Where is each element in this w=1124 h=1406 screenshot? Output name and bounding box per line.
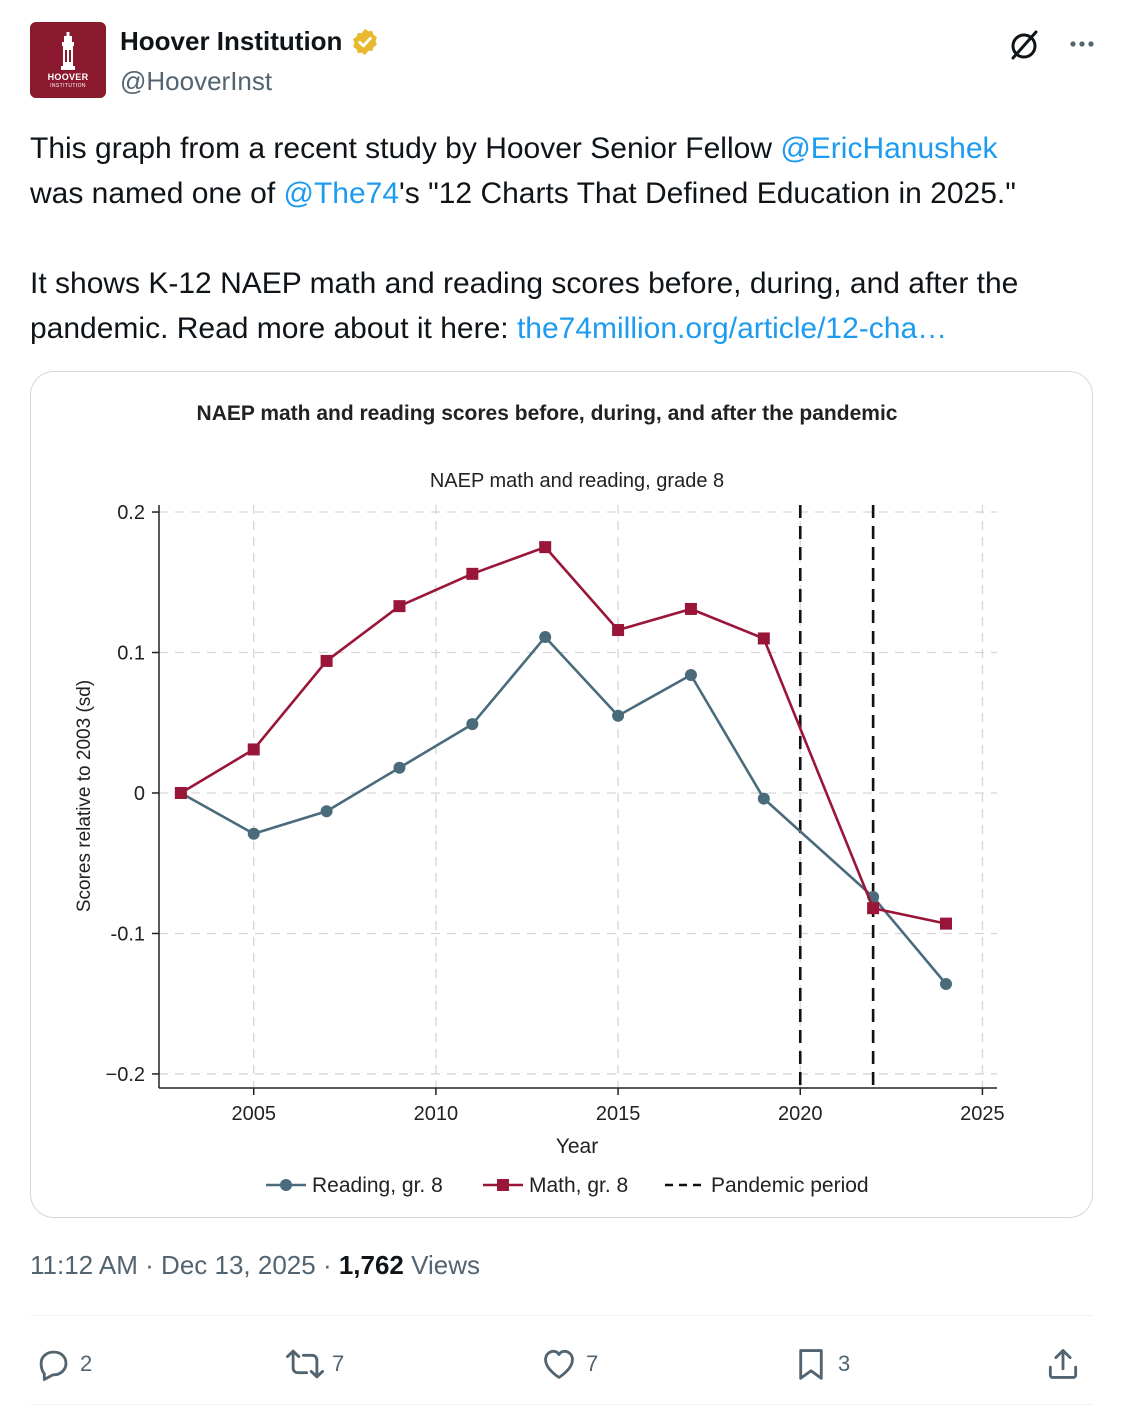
data-point bbox=[174, 786, 187, 799]
chart-card-title: NAEP math and reading scores before, dur… bbox=[197, 402, 898, 425]
tweet-date[interactable]: Dec 13, 2025 bbox=[161, 1250, 316, 1280]
data-point bbox=[539, 631, 552, 644]
data-point bbox=[939, 917, 952, 930]
data-point bbox=[939, 978, 952, 991]
data-point bbox=[247, 743, 260, 756]
bookmark-button[interactable]: 3 bbox=[792, 1336, 850, 1392]
views-label: Views bbox=[411, 1250, 481, 1280]
pandemic-lines bbox=[798, 505, 875, 1088]
x-tick-label: 2010 bbox=[414, 1103, 459, 1125]
legend: Reading, gr. 8 Math, gr. 8 Pandemic period bbox=[266, 1174, 869, 1197]
bookmark-icon bbox=[799, 1349, 823, 1380]
mention-the74[interactable]: @The74 bbox=[283, 177, 400, 210]
y-tick-label: −0.2 bbox=[106, 1064, 145, 1086]
data-point bbox=[867, 902, 880, 915]
share-button[interactable] bbox=[1044, 1336, 1082, 1392]
data-point bbox=[539, 541, 552, 554]
series-group bbox=[174, 541, 952, 991]
reply-icon bbox=[39, 1350, 68, 1381]
article-link[interactable]: the74million.org/article/12-cha… bbox=[516, 312, 948, 345]
axes: 2005 2010 2015 2020 2025 0.2 0.1 0 -0.1 −0.2 bbox=[106, 502, 1005, 1125]
legend-label: Reading, gr. 8 bbox=[312, 1174, 443, 1197]
legend-label: Math, gr. 8 bbox=[529, 1174, 628, 1197]
data-point bbox=[393, 600, 406, 613]
x-tick-label: 2015 bbox=[596, 1103, 641, 1125]
y-tick-label: -0.1 bbox=[111, 923, 145, 945]
media-card[interactable]: NAEP math and reading scores before, dur… bbox=[30, 371, 1093, 1218]
data-point bbox=[466, 718, 479, 731]
data-point bbox=[466, 567, 479, 580]
divider bbox=[30, 1315, 1093, 1316]
x-tick-label: 2005 bbox=[231, 1103, 276, 1125]
tweet-text-segment: This graph from a recent study by Hoover… bbox=[30, 132, 781, 165]
data-point bbox=[757, 632, 770, 645]
chart-title: NAEP math and reading, grade 8 bbox=[430, 470, 724, 492]
author-name[interactable]: Hoover Institution bbox=[120, 26, 343, 56]
naep-chart: NAEP math and reading scores before, dur… bbox=[74, 402, 1005, 1197]
like-count: 7 bbox=[586, 1351, 599, 1376]
repost-button[interactable]: 7 bbox=[286, 1336, 344, 1392]
data-point bbox=[684, 602, 697, 615]
data-point bbox=[684, 668, 697, 681]
data-point bbox=[612, 709, 625, 722]
avatar[interactable]: HOOVER INSTITUTION bbox=[30, 22, 106, 98]
tweet-header: HOOVER INSTITUTION Hoover Institution @H… bbox=[30, 22, 1100, 100]
x-tick-label: 2025 bbox=[960, 1103, 1005, 1125]
meta-separator: · bbox=[137, 1250, 162, 1280]
data-point bbox=[247, 827, 260, 840]
x-tick-label: 2020 bbox=[778, 1103, 823, 1125]
legend-marker bbox=[280, 1179, 292, 1191]
series-line bbox=[180, 545, 947, 925]
author-handle[interactable]: @HooverInst bbox=[120, 66, 273, 96]
share-icon bbox=[1048, 1349, 1078, 1379]
meta-separator: · bbox=[315, 1250, 339, 1280]
like-button[interactable]: 7 bbox=[540, 1336, 598, 1392]
x-axis-label: Year bbox=[556, 1135, 598, 1158]
data-point bbox=[612, 624, 625, 637]
hoover-tower-logo bbox=[61, 32, 75, 70]
mention-eric-hanushek[interactable]: @EricHanushek bbox=[780, 132, 998, 165]
data-point bbox=[393, 761, 406, 774]
verified-badge-icon bbox=[353, 28, 378, 55]
grok-icon[interactable] bbox=[1006, 26, 1042, 62]
avatar-text-hoover: HOOVER bbox=[47, 72, 89, 82]
data-point bbox=[757, 792, 770, 805]
tweet-text: This graph from a recent study by Hoover… bbox=[30, 126, 1100, 351]
bookmark-count: 3 bbox=[838, 1351, 851, 1376]
y-tick-label: 0.2 bbox=[117, 502, 145, 524]
reply-button[interactable]: 2 bbox=[34, 1336, 92, 1392]
repost-icon bbox=[286, 1349, 324, 1379]
reply-count: 2 bbox=[80, 1351, 93, 1376]
tweet-text-segment: 's "12 Charts That Defined Education in … bbox=[399, 177, 1016, 210]
y-tick-label: 0 bbox=[134, 783, 145, 805]
tweet-time[interactable]: 11:12 AM bbox=[30, 1250, 138, 1280]
y-tick-label: 0.1 bbox=[117, 643, 145, 665]
tweet-text-segment: was named one of bbox=[30, 177, 284, 210]
action-bar: 2 7 7 3 bbox=[30, 1336, 1100, 1392]
tweet-paragraph-1: This graph from a recent study by Hoover… bbox=[30, 126, 1100, 216]
data-point bbox=[320, 805, 333, 818]
tweet-text-segment: It shows K-12 NAEP math and reading scor… bbox=[30, 267, 1019, 345]
grid-lines bbox=[159, 505, 997, 1088]
data-point bbox=[320, 654, 333, 667]
more-options-icon[interactable] bbox=[1064, 26, 1100, 62]
y-axis-label: Scores relative to 2003 (sd) bbox=[74, 680, 95, 912]
series-line bbox=[180, 635, 947, 985]
legend-label: Pandemic period bbox=[711, 1174, 869, 1197]
legend-marker bbox=[497, 1179, 509, 1191]
tweet-paragraph-2: It shows K-12 NAEP math and reading scor… bbox=[30, 261, 1100, 351]
repost-count: 7 bbox=[332, 1351, 345, 1376]
views-count: 1,762 bbox=[338, 1250, 404, 1280]
heart-icon bbox=[544, 1349, 574, 1379]
avatar-text-institution: INSTITUTION bbox=[50, 83, 86, 89]
tweet-meta: 11:12 AM · Dec 13, 2025 · 1,762 Views bbox=[30, 1250, 480, 1281]
divider bbox=[30, 1404, 1093, 1405]
